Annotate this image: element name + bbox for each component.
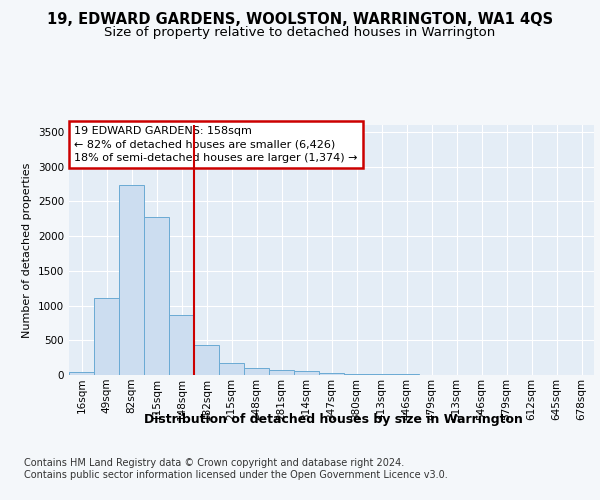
Text: Size of property relative to detached houses in Warrington: Size of property relative to detached ho…	[104, 26, 496, 39]
Bar	[244, 368, 269, 375]
Y-axis label: Number of detached properties: Number of detached properties	[22, 162, 32, 338]
Bar	[269, 370, 294, 375]
Bar	[69, 372, 94, 375]
Bar	[294, 371, 319, 375]
Bar	[394, 374, 419, 375]
Bar	[144, 216, 169, 375]
Text: 19, EDWARD GARDENS, WOOLSTON, WARRINGTON, WA1 4QS: 19, EDWARD GARDENS, WOOLSTON, WARRINGTON…	[47, 12, 553, 28]
Text: Distribution of detached houses by size in Warrington: Distribution of detached houses by size …	[143, 412, 523, 426]
Bar	[194, 345, 219, 375]
Bar	[319, 373, 344, 375]
Bar	[94, 298, 119, 375]
Text: 19 EDWARD GARDENS: 158sqm
← 82% of detached houses are smaller (6,426)
18% of se: 19 EDWARD GARDENS: 158sqm ← 82% of detac…	[74, 126, 358, 162]
Bar	[369, 374, 394, 375]
Bar	[169, 314, 194, 375]
Text: Contains HM Land Registry data © Crown copyright and database right 2024.: Contains HM Land Registry data © Crown c…	[24, 458, 404, 468]
Text: Contains public sector information licensed under the Open Government Licence v3: Contains public sector information licen…	[24, 470, 448, 480]
Bar	[344, 374, 369, 375]
Bar	[119, 186, 144, 375]
Bar	[219, 363, 244, 375]
